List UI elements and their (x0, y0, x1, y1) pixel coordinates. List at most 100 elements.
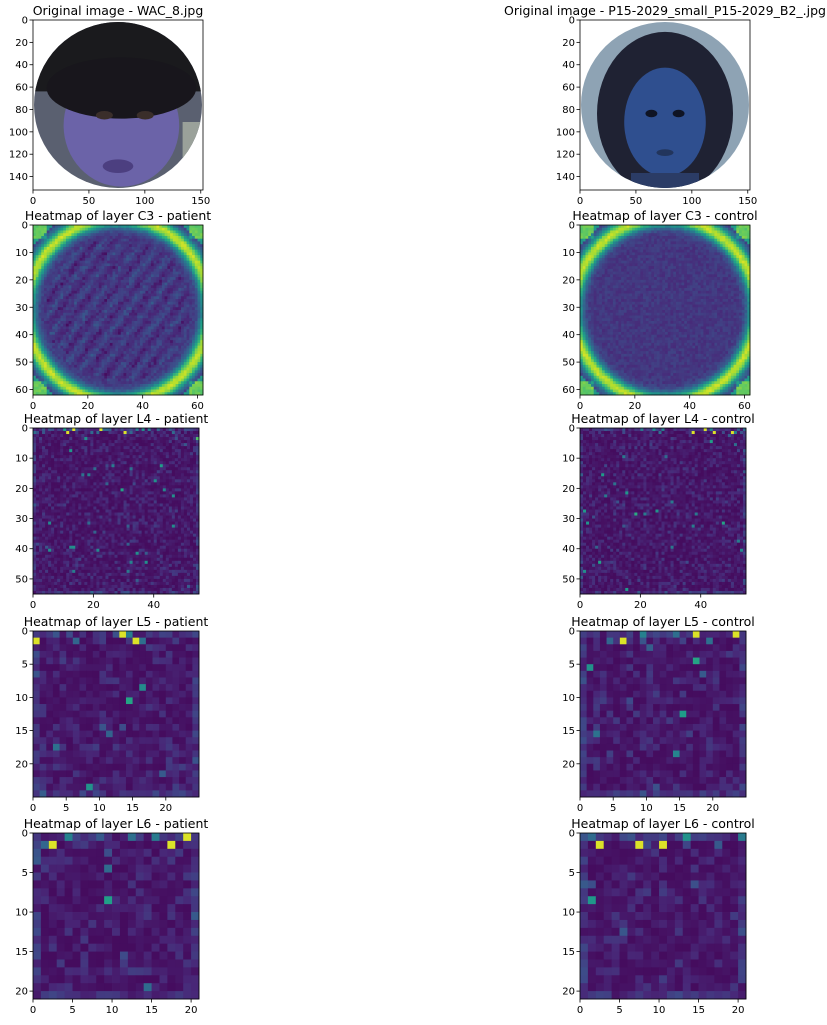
y-tick-label: 5 (569, 868, 575, 879)
y-tick-label: 20 (562, 275, 575, 286)
y-tick-label: 60 (562, 83, 575, 94)
y-tick-label: 140 (9, 172, 28, 183)
hot-cells (66, 428, 127, 435)
y-tick-label: 30 (562, 303, 575, 314)
axes-frame (32, 832, 200, 1000)
y-tick-label: 50 (562, 574, 575, 585)
y-tick-label: 10 (562, 693, 575, 704)
panel-title: Original image - WAC_8.jpg (33, 3, 204, 18)
y-tick-label: 80 (562, 105, 575, 116)
y-tick-label: 15 (15, 947, 28, 958)
y-tick-label: 40 (15, 330, 28, 341)
y-tick-label: 30 (15, 303, 28, 314)
y-tick-label: 80 (15, 105, 28, 116)
x-tick-label: 0 (30, 401, 36, 412)
hot-cells (595, 840, 667, 849)
x-tick-label: 15 (692, 1005, 705, 1016)
axes-frame (32, 224, 204, 396)
x-tick-label: 0 (30, 1005, 36, 1016)
y-tick-label: 50 (15, 574, 28, 585)
y-tick-label: 0 (22, 829, 28, 840)
axes-frame (579, 630, 747, 798)
y-tick-label: 30 (15, 514, 28, 525)
x-tick-label: 20 (628, 401, 641, 412)
y-tick-label: 20 (562, 484, 575, 495)
x-tick-label: 0 (577, 196, 583, 207)
y-tick-label: 10 (562, 454, 575, 465)
y-tick-label: 0 (22, 424, 28, 435)
y-tick-label: 0 (22, 221, 28, 232)
y-tick-label: 0 (569, 424, 575, 435)
y-tick-label: 5 (569, 660, 575, 671)
x-tick-label: 20 (185, 1005, 198, 1016)
x-tick-label: 15 (673, 803, 686, 814)
x-tick-label: 0 (577, 1005, 583, 1016)
y-tick-label: 40 (562, 60, 575, 71)
axes-frame (579, 19, 751, 191)
y-tick-label: 40 (15, 544, 28, 555)
y-tick-label: 20 (562, 759, 575, 770)
x-tick-label: 0 (30, 803, 36, 814)
x-tick-label: 20 (81, 401, 94, 412)
x-tick-label: 20 (706, 803, 719, 814)
y-tick-label: 60 (562, 385, 575, 396)
x-tick-label: 100 (682, 196, 701, 207)
y-tick-label: 60 (15, 385, 28, 396)
y-tick-label: 10 (15, 693, 28, 704)
panel-title: Heatmap of layer L5 - patient (24, 614, 209, 629)
x-tick-label: 10 (106, 1005, 119, 1016)
panel-title: Heatmap of layer C3 - patient (25, 208, 211, 223)
y-tick-label: 140 (556, 172, 575, 183)
x-tick-label: 0 (577, 600, 583, 611)
x-tick-label: 5 (69, 1005, 75, 1016)
y-tick-label: 120 (556, 150, 575, 161)
y-tick-label: 40 (15, 60, 28, 71)
x-tick-label: 5 (63, 803, 69, 814)
panel-title: Heatmap of layer L5 - control (571, 614, 754, 629)
x-tick-label: 40 (683, 401, 696, 412)
x-tick-label: 0 (577, 401, 583, 412)
heatmap-cells (580, 428, 747, 595)
x-tick-label: 100 (135, 196, 154, 207)
x-tick-label: 150 (738, 196, 757, 207)
axes-frame (32, 427, 200, 595)
heatmap-cells (580, 833, 747, 1000)
x-tick-label: 5 (616, 1005, 622, 1016)
x-tick-label: 20 (732, 1005, 745, 1016)
face-photo (34, 22, 202, 188)
y-tick-label: 0 (569, 829, 575, 840)
y-tick-label: 15 (562, 726, 575, 737)
hot-cells (619, 631, 740, 645)
x-tick-label: 20 (159, 803, 172, 814)
heatmap-cells (33, 833, 200, 1000)
x-tick-label: 40 (147, 600, 160, 611)
panel-title: Heatmap of layer L4 - patient (24, 411, 209, 426)
x-tick-label: 20 (87, 600, 100, 611)
x-tick-label: 50 (83, 196, 96, 207)
y-tick-label: 120 (9, 150, 28, 161)
y-tick-label: 60 (15, 83, 28, 94)
panel-title: Heatmap of layer L6 - patient (24, 816, 209, 831)
x-tick-label: 15 (145, 1005, 158, 1016)
panel-orig-left: Original image - WAC_8.jpg 0 50 100 150 0 20 40… (9, 3, 210, 207)
panel-title: Original image - P15-2029_small_P15-2029… (504, 3, 826, 18)
axes-frame (579, 427, 747, 595)
axes-frame (579, 832, 747, 1000)
heatmap-cells (33, 631, 200, 798)
panel-title: Heatmap of layer C3 - control (572, 208, 757, 223)
hot-cells (691, 428, 734, 435)
y-tick-label: 10 (15, 454, 28, 465)
y-tick-label: 15 (15, 726, 28, 737)
y-tick-label: 20 (15, 759, 28, 770)
y-tick-label: 20 (15, 275, 28, 286)
y-tick-label: 50 (562, 358, 575, 369)
y-tick-label: 20 (562, 987, 575, 998)
